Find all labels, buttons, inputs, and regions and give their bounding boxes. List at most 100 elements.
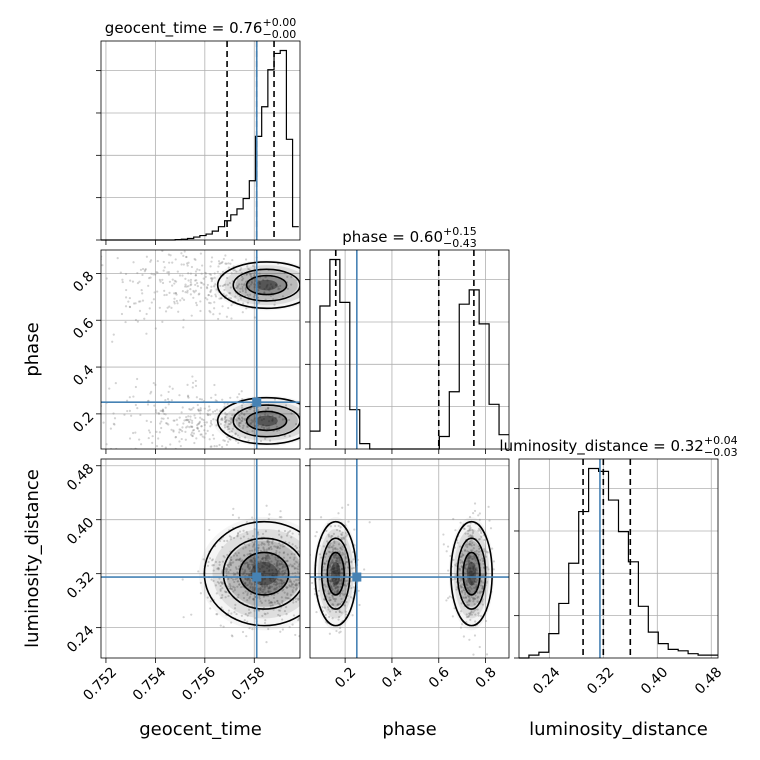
sample-point: [206, 413, 210, 417]
sample-point: [149, 276, 152, 279]
sample-point: [223, 556, 226, 559]
sample-point: [156, 290, 159, 293]
sample-point: [253, 588, 257, 591]
sample-point: [449, 554, 452, 558]
sample-point: [195, 437, 198, 440]
sample-point: [291, 590, 294, 594]
sample-point: [263, 562, 266, 565]
sample-point: [238, 436, 241, 439]
sample-point: [211, 558, 214, 561]
sample-point: [258, 416, 261, 419]
sample-point: [334, 578, 338, 581]
sample-point: [328, 563, 331, 566]
sample-point: [474, 568, 477, 571]
sample-point: [264, 558, 267, 561]
sample-point: [461, 583, 464, 586]
sample-point: [289, 556, 292, 559]
sample-point: [340, 597, 343, 601]
sample-point: [247, 566, 250, 569]
sample-point: [257, 533, 260, 536]
sample-point: [465, 568, 469, 571]
sample-point: [270, 573, 274, 577]
sample-point: [178, 416, 181, 419]
sample-point: [333, 554, 336, 557]
sample-point: [90, 262, 92, 264]
sample-point: [195, 279, 198, 282]
sample-point: [253, 542, 256, 546]
sample-point: [278, 542, 281, 545]
sample-point: [225, 294, 228, 297]
truth-marker: [252, 572, 262, 582]
sample-point: [203, 421, 206, 424]
sample-point: [332, 567, 335, 570]
sample-point: [230, 612, 233, 615]
sample-point: [200, 433, 203, 436]
sample-point: [297, 578, 300, 582]
sample-point: [169, 254, 172, 257]
sample-point: [267, 587, 270, 590]
density-cell: [224, 400, 300, 441]
sample-point: [340, 533, 343, 536]
sample-point: [315, 610, 318, 614]
sample-point: [267, 627, 270, 631]
sample-point: [218, 312, 221, 315]
sample-point: [189, 293, 192, 296]
sample-point: [275, 574, 279, 577]
sample-point: [205, 286, 209, 289]
sample-point: [266, 564, 269, 567]
sample-point: [305, 561, 307, 563]
sample-point: [243, 417, 247, 420]
sample-point: [282, 551, 285, 555]
sample-point: [302, 549, 304, 551]
sample-point: [223, 283, 226, 287]
sample-point: [306, 544, 308, 546]
sample-point: [214, 393, 217, 397]
sample-point: [247, 612, 251, 615]
sample-point: [238, 418, 242, 421]
sample-point: [470, 539, 473, 542]
sample-point: [329, 579, 333, 583]
sample-point: [475, 584, 478, 587]
sample-point: [295, 567, 298, 570]
sample-point: [134, 431, 137, 434]
sample-point: [331, 546, 334, 549]
sample-point: [175, 418, 178, 421]
sample-point: [334, 548, 337, 551]
sample-point: [463, 572, 466, 575]
sample-point: [229, 438, 232, 441]
sample-point: [227, 565, 231, 568]
density-cell: [239, 552, 289, 595]
sample-point: [336, 559, 339, 562]
sample-point: [296, 583, 299, 586]
sample-point: [128, 396, 131, 399]
sample-point: [191, 434, 194, 438]
x-tick-label: 0.8: [473, 664, 500, 691]
sample-point: [171, 261, 174, 264]
sample-point: [336, 582, 339, 585]
sample-point: [223, 288, 226, 292]
sample-point: [331, 596, 334, 599]
sample-point: [335, 528, 339, 532]
sample-point: [330, 535, 333, 538]
title-sub: −0.03: [704, 446, 738, 459]
sample-point: [233, 586, 236, 589]
sample-point: [240, 416, 244, 419]
sample-point: [278, 614, 282, 617]
sample-point: [280, 563, 284, 566]
sample-point: [245, 530, 248, 534]
sample-point: [216, 567, 219, 570]
sample-point: [339, 630, 342, 633]
sample-point: [151, 441, 154, 444]
sample-point: [261, 582, 264, 585]
sample-point: [152, 381, 155, 385]
sample-point: [467, 567, 470, 570]
hist-bar: [539, 652, 549, 658]
sample-point: [244, 562, 247, 565]
sample-point: [266, 612, 269, 615]
sample-point: [198, 421, 201, 424]
sample-point: [163, 293, 166, 297]
sample-point: [464, 544, 467, 547]
sample-point: [258, 567, 262, 571]
sample-point: [211, 277, 214, 280]
